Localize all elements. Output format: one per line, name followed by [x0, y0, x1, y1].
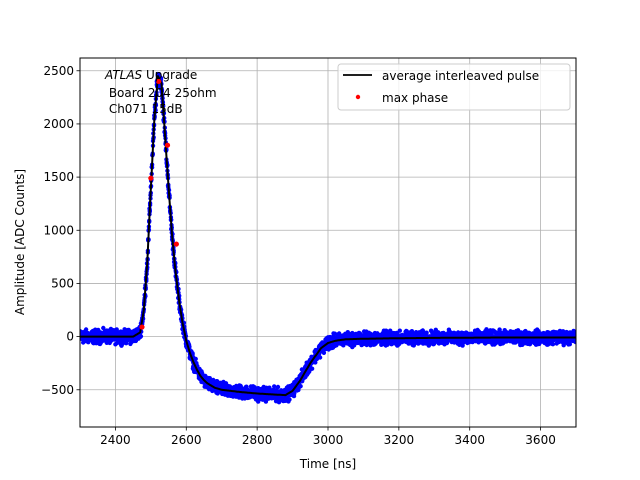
y-axis-ticks: −500 0 500 1000 1500 2000 2500 — [41, 64, 80, 397]
x-axis-label: Time [ns] — [299, 457, 356, 471]
band-point — [456, 330, 461, 335]
legend-marker-swatch — [355, 94, 361, 100]
average-pulse-series — [80, 75, 576, 397]
band-point — [272, 384, 277, 389]
band-point — [567, 342, 572, 347]
band-point — [397, 328, 402, 333]
x-tick-label: 3200 — [384, 433, 415, 447]
band-point — [298, 384, 303, 389]
y-tick-label: 2000 — [43, 117, 74, 131]
band-point — [263, 399, 269, 404]
band-point — [313, 360, 318, 365]
max-phase-series — [139, 78, 179, 330]
x-tick-label: 3600 — [525, 433, 556, 447]
annotation-block: ATLAS Upgrade Board 204 25ohm Ch071 15dB — [104, 68, 217, 116]
legend-label-max-phase: max phase — [382, 91, 448, 105]
grid-lines — [80, 58, 576, 427]
annotation-line-1: ATLAS Upgrade — [104, 68, 197, 82]
band-point — [138, 334, 144, 339]
legend: average interleaved pulse max phase — [337, 63, 571, 111]
band-point — [550, 342, 556, 347]
x-tick-label: 2400 — [100, 433, 131, 447]
band-point — [267, 385, 272, 390]
y-tick-label: 2500 — [43, 64, 74, 78]
band-point — [287, 397, 292, 402]
band-point — [424, 330, 429, 335]
band-point — [309, 366, 315, 371]
y-tick-label: 500 — [51, 276, 74, 290]
max-phase-point — [148, 175, 154, 181]
annotation-line-3: Ch071 15dB — [105, 102, 183, 116]
x-tick-label: 2800 — [242, 433, 273, 447]
y-tick-label: 0 — [66, 330, 74, 344]
band-point — [388, 328, 393, 333]
max-phase-point — [139, 324, 145, 330]
band-point — [275, 384, 281, 390]
band-point — [292, 391, 297, 396]
atlas-label: ATLAS — [104, 68, 143, 82]
upgrade-label: Upgrade — [142, 68, 197, 82]
y-tick-label: −500 — [41, 383, 74, 397]
x-axis-ticks: 2400 2600 2800 3000 3200 3400 3600 — [100, 427, 556, 447]
max-phase-point — [164, 142, 171, 148]
y-tick-label: 1500 — [43, 170, 74, 184]
x-tick-label: 3400 — [454, 433, 485, 447]
legend-label-average: average interleaved pulse — [382, 69, 539, 83]
band-point — [193, 356, 198, 362]
max-phase-point — [156, 78, 162, 84]
band-point — [83, 327, 89, 332]
legend-box — [337, 63, 571, 111]
max-phase-point — [173, 241, 179, 247]
annotation-line-2: Board 204 25ohm — [105, 86, 217, 100]
y-axis-label: Amplitude [ADC Counts] — [13, 169, 27, 315]
x-tick-label: 3000 — [313, 433, 344, 447]
band-point — [321, 350, 327, 355]
y-tick-label: 1000 — [43, 223, 74, 237]
average-pulse-line — [80, 75, 576, 397]
x-tick-label: 2600 — [171, 433, 202, 447]
band-point — [317, 355, 323, 360]
